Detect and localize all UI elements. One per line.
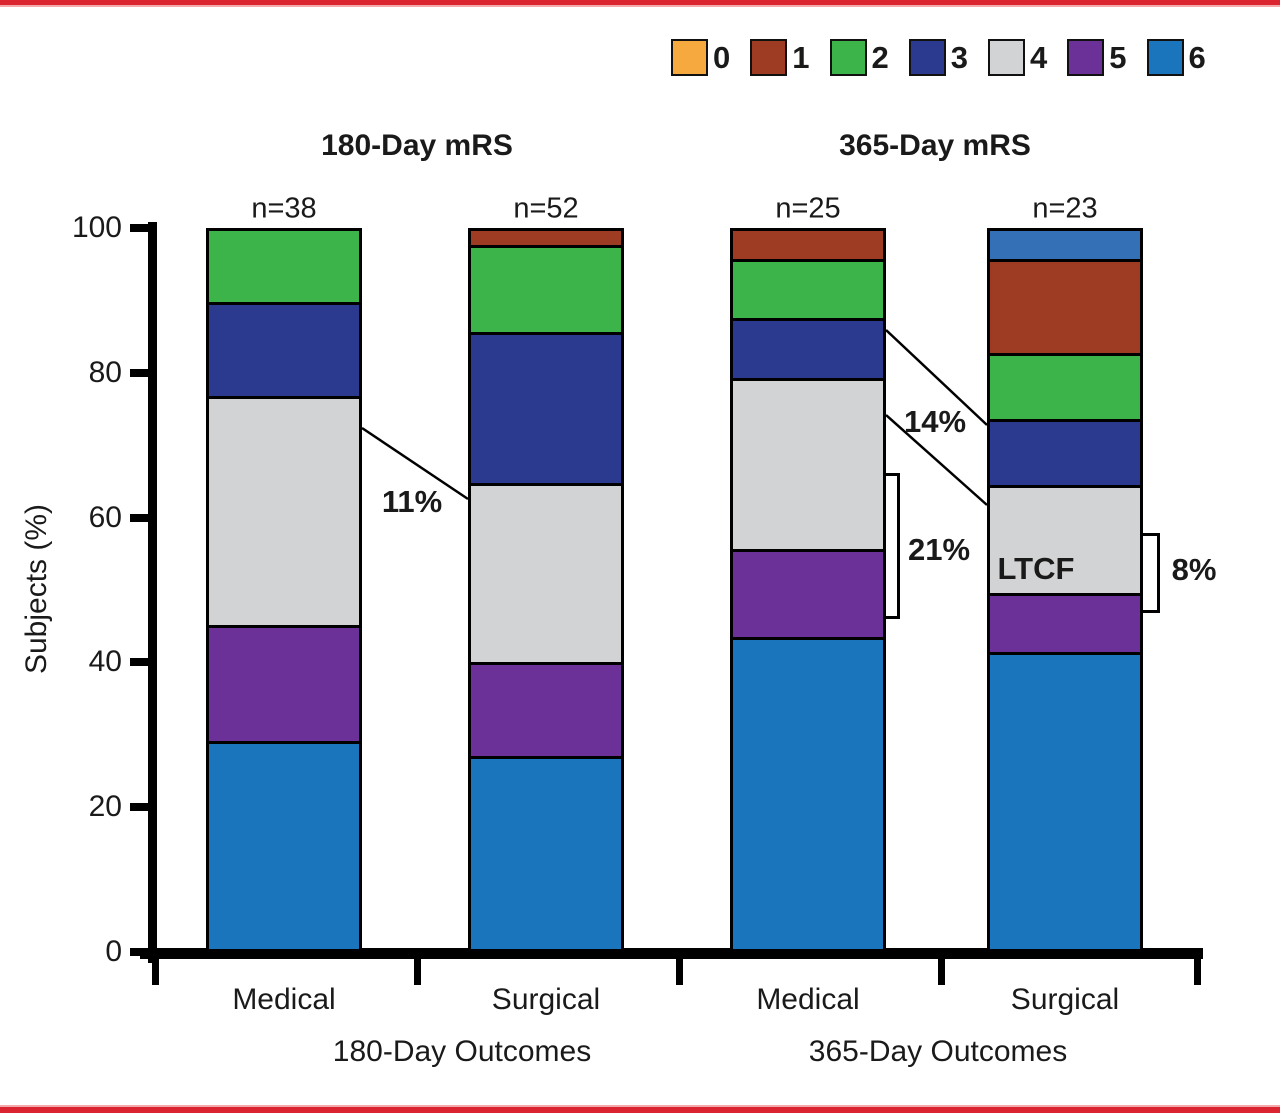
legend-item-6: 6 [1146, 39, 1206, 76]
y-tick-label-40: 40 [88, 645, 122, 679]
y-tick-40 [130, 658, 148, 667]
y-tick-100 [130, 224, 148, 232]
n-label-3: n=25 [775, 192, 841, 225]
group-title-180: 180-Day mRS [321, 129, 513, 162]
segment-mrs-5 [209, 625, 359, 742]
segment-mrs-2 [733, 259, 883, 319]
segment-mrs-6 [209, 741, 359, 949]
segment-mrs-2 [471, 245, 621, 333]
y-tick-0 [130, 948, 148, 956]
segment-mrs-3 [209, 301, 359, 397]
legend-label-4: 4 [1030, 39, 1048, 75]
ltcf-pct-medical: 21% [907, 532, 971, 567]
legend-label-3: 3 [950, 39, 968, 75]
y-tick-label-80: 80 [88, 355, 122, 389]
legend-label-5: 5 [1109, 39, 1127, 75]
category-label-surgical-180: Surgical [491, 983, 601, 1016]
y-tick-label-60: 60 [88, 500, 122, 534]
ltcf-bracket-medical [884, 473, 900, 619]
segment-mrs-4 [471, 483, 621, 662]
legend-swatch-0 [671, 39, 708, 76]
segment-mrs-6 [471, 756, 621, 949]
bottom-border-soft [0, 1105, 1280, 1107]
x-tick-2 [676, 952, 683, 985]
stacked-bar-surgical-180 [468, 228, 624, 952]
segment-mrs-3 [990, 419, 1140, 485]
category-label-medical-365: Medical [756, 983, 860, 1016]
stacked-bar-medical-180 [206, 228, 362, 952]
x-tick-0 [152, 952, 159, 985]
segment-mrs-1 [733, 231, 883, 260]
mrs-legend: 0 1 2 3 4 5 6 [671, 39, 1226, 76]
legend-item-4: 4 [988, 39, 1047, 76]
y-tick-label-0: 0 [105, 935, 122, 968]
y-tick-label-100: 100 [71, 211, 122, 244]
legend-label-6: 6 [1188, 39, 1206, 75]
legend-label-2: 2 [871, 39, 889, 75]
x-tick-1 [414, 952, 421, 985]
y-tick-label-20: 20 [88, 790, 122, 824]
segment-mrs-3 [733, 318, 883, 378]
stacked-bar-surgical-365 [987, 228, 1143, 952]
segment-mrs-5 [471, 661, 621, 757]
y-tick-20 [130, 803, 148, 812]
category-label-surgical-365: Surgical [1010, 983, 1120, 1016]
diff-label-180: 11% [381, 484, 443, 519]
segment-mrs-1 [990, 259, 1140, 353]
legend-item-1: 1 [750, 39, 810, 76]
ltcf-bracket-surgical [1141, 533, 1160, 613]
segment-mrs-4 [209, 396, 359, 626]
legend-item-5: 5 [1067, 39, 1127, 76]
legend-item-2: 2 [829, 39, 889, 76]
segment-mrs-6 [990, 652, 1140, 949]
top-border [0, 0, 1280, 5]
legend-swatch-5 [1067, 39, 1105, 76]
segment-mrs-3 [471, 332, 621, 484]
legend-item-0: 0 [671, 39, 730, 76]
segment-mrs-2 [209, 231, 359, 302]
ltcf-pct-surgical: 8% [1171, 552, 1217, 587]
segment-mrs-5 [990, 593, 1140, 652]
legend-swatch-3 [908, 39, 946, 76]
y-tick-60 [130, 513, 148, 522]
x-tick-4 [1194, 952, 1201, 985]
legend-swatch-1 [750, 39, 788, 76]
bottom-border [0, 1107, 1280, 1113]
y-tick-80 [130, 368, 148, 377]
n-label-2: n=52 [513, 192, 579, 225]
legend-label-1: 1 [792, 39, 810, 75]
segment-mrs-6 [733, 636, 883, 949]
stacked-bar-medical-365 [730, 228, 886, 952]
y-axis-title: Subjects (%) [20, 503, 53, 675]
legend-swatch-6 [1146, 39, 1184, 76]
legend-label-0: 0 [713, 39, 731, 75]
n-label-1: n=38 [251, 192, 317, 225]
legend-item-3: 3 [908, 39, 968, 76]
ltcf-text-label: LTCF [997, 551, 1075, 586]
segment-mrs-4 [990, 485, 1140, 593]
y-axis-line [148, 222, 157, 963]
segment-mrs-1 [471, 231, 621, 246]
legend-swatch-2 [829, 39, 867, 76]
group-label-365-outcomes: 365-Day Outcomes [808, 1035, 1068, 1068]
category-label-medical-180: Medical [232, 983, 336, 1016]
legend-swatch-4 [988, 39, 1025, 76]
top-border-soft [0, 5, 1280, 7]
diff-label-365: 14% [903, 404, 967, 439]
segment-mrs-6_alt [990, 231, 1140, 259]
segment-mrs-2 [990, 353, 1140, 419]
segment-mrs-4 [733, 377, 883, 550]
group-label-180-outcomes: 180-Day Outcomes [332, 1035, 592, 1068]
x-tick-3 [938, 952, 945, 985]
x-axis-line [140, 948, 1203, 959]
segment-mrs-5 [733, 549, 883, 637]
n-label-4: n=23 [1032, 192, 1098, 225]
group-title-365: 365-Day mRS [839, 129, 1031, 162]
